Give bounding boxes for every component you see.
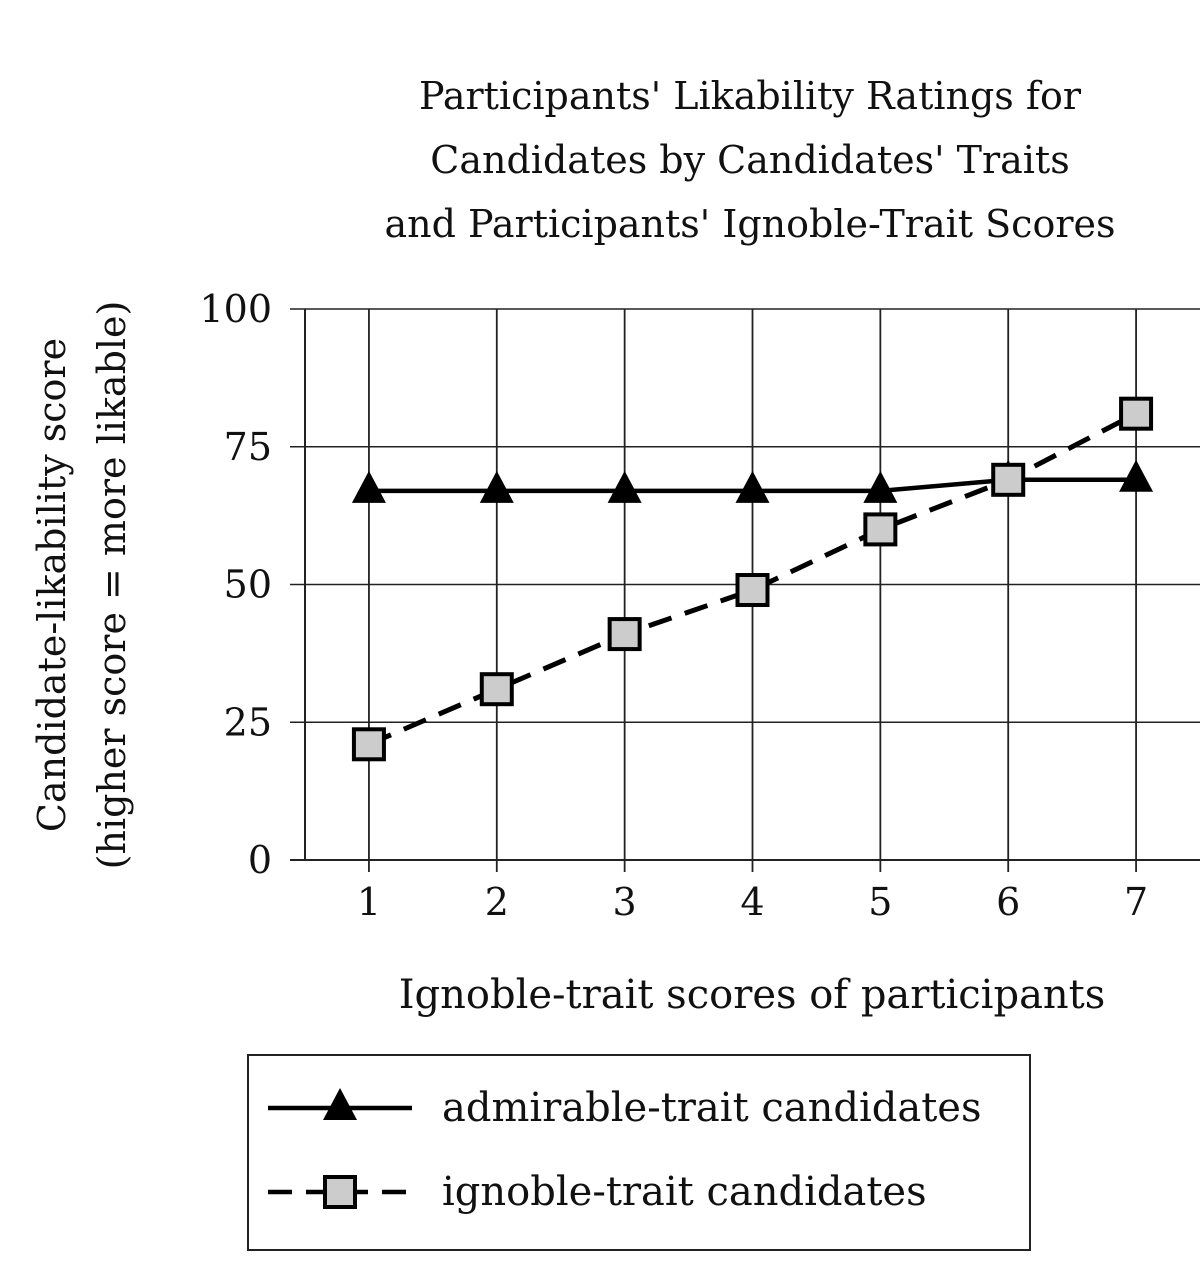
y-axis-label-line-1: Candidate-likability score bbox=[30, 338, 74, 832]
data-point-ignoble bbox=[735, 573, 770, 608]
legend-label-admirable: admirable-trait candidates bbox=[442, 1085, 982, 1131]
x-tick-label: 5 bbox=[868, 880, 892, 924]
x-tick-label: 4 bbox=[740, 880, 764, 924]
data-point-ignoble bbox=[863, 512, 898, 547]
data-point-ignoble bbox=[991, 462, 1026, 497]
y-tick-label: 0 bbox=[248, 838, 272, 882]
x-tick-label: 3 bbox=[613, 880, 637, 924]
data-point-ignoble bbox=[1119, 396, 1154, 431]
legend-box bbox=[247, 1054, 1031, 1251]
y-tick-label: 100 bbox=[199, 287, 272, 331]
data-point-admirable bbox=[1119, 459, 1154, 492]
x-tick-label: 7 bbox=[1124, 880, 1148, 924]
data-point-ignoble bbox=[607, 617, 642, 652]
chart-title: Participants' Likability Ratings for Can… bbox=[330, 64, 1170, 256]
legend-marker-square-icon bbox=[323, 1175, 357, 1209]
y-tick-label: 25 bbox=[224, 700, 272, 744]
legend-label-ignoble: ignoble-trait candidates bbox=[442, 1169, 927, 1215]
data-point-admirable bbox=[607, 470, 642, 503]
legend-marker-triangle-icon bbox=[323, 1088, 357, 1120]
chart-title-line-3: and Participants' Ignoble-Trait Scores bbox=[384, 202, 1116, 246]
data-point-admirable bbox=[863, 470, 898, 503]
chart-title-line-2: Candidates by Candidates' Traits bbox=[430, 138, 1070, 182]
data-point-ignoble bbox=[351, 727, 386, 762]
x-tick-label: 1 bbox=[357, 880, 381, 924]
chart-title-line-1: Participants' Likability Ratings for bbox=[418, 74, 1081, 118]
y-tick-label: 50 bbox=[224, 563, 272, 607]
y-tick-label: 75 bbox=[224, 425, 272, 469]
data-point-admirable bbox=[351, 470, 386, 503]
data-point-admirable bbox=[479, 470, 514, 503]
data-point-ignoble bbox=[479, 672, 514, 707]
x-axis-label: Ignoble-trait scores of participants bbox=[399, 972, 1106, 1018]
x-tick-label: 2 bbox=[485, 880, 509, 924]
y-axis-label-line-2: (higher score = more likable) bbox=[90, 301, 134, 870]
x-tick-label: 6 bbox=[996, 880, 1020, 924]
data-point-admirable bbox=[735, 470, 770, 503]
